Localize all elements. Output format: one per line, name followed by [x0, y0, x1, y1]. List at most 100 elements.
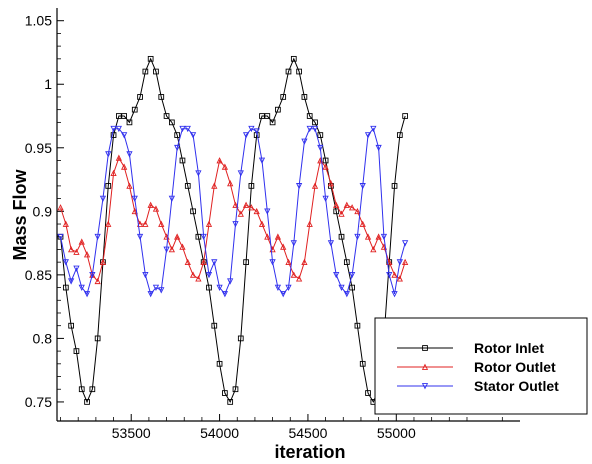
data-point-rotor-outlet: [301, 258, 308, 266]
data-point-stator-outlet: [370, 125, 377, 133]
data-point-stator-outlet: [264, 208, 271, 215]
data-point-rotor-outlet: [62, 220, 69, 227]
data-point-stator-outlet: [115, 125, 122, 133]
data-point-rotor-inlet: [179, 157, 186, 164]
data-point-rotor-inlet: [158, 94, 165, 100]
data-point-rotor-inlet: [206, 284, 212, 291]
data-point-stator-outlet: [306, 125, 313, 133]
data-point-rotor-inlet: [110, 132, 117, 138]
series-rotor-outlet: [57, 154, 409, 285]
data-point-rotor-outlet: [211, 182, 218, 189]
data-point-rotor-inlet: [290, 55, 297, 62]
y-tick-label: 0.85: [25, 267, 52, 283]
data-point-rotor-inlet: [89, 386, 96, 393]
data-point-rotor-inlet: [94, 335, 101, 342]
data-point-rotor-inlet: [227, 399, 234, 405]
data-point-rotor-inlet: [163, 113, 170, 119]
data-point-stator-outlet: [242, 132, 250, 139]
data-point-stator-outlet: [158, 287, 165, 294]
data-point-rotor-inlet: [269, 119, 276, 126]
data-point-rotor-inlet: [137, 94, 143, 100]
data-point-stator-outlet: [269, 259, 276, 266]
data-point-rotor-outlet: [274, 233, 282, 240]
data-point-rotor-outlet: [78, 238, 85, 245]
data-point-stator-outlet: [322, 195, 329, 203]
data-point-stator-outlet: [89, 272, 96, 279]
data-point-stator-outlet: [253, 128, 260, 135]
data-point-rotor-outlet: [110, 169, 117, 177]
data-point-stator-outlet: [110, 125, 117, 133]
data-point-rotor-outlet: [264, 233, 271, 240]
data-point-rotor-inlet: [402, 113, 408, 119]
data-point-stator-outlet: [396, 259, 403, 266]
data-point-rotor-outlet: [375, 233, 382, 240]
data-point-rotor-inlet: [396, 132, 403, 138]
data-point-rotor-inlet: [153, 68, 159, 75]
data-point-stator-outlet: [211, 259, 218, 266]
data-point-stator-outlet: [99, 195, 107, 203]
x-tick-label: 53500: [112, 425, 151, 441]
data-point-rotor-inlet: [73, 348, 80, 354]
data-point-stator-outlet: [391, 291, 398, 298]
data-point-rotor-inlet: [195, 233, 202, 240]
data-point-rotor-inlet: [285, 68, 292, 75]
data-point-rotor-outlet: [295, 275, 303, 282]
data-point-rotor-inlet: [354, 322, 361, 329]
data-point-stator-outlet: [62, 259, 69, 266]
data-point-rotor-outlet: [216, 157, 223, 164]
x-axis-label: iteration: [274, 442, 345, 462]
data-point-rotor-outlet: [152, 205, 160, 212]
legend-marker-rotor-inlet: [422, 345, 428, 351]
data-point-rotor-inlet: [306, 113, 313, 119]
x-tick-label: 54000: [200, 425, 239, 441]
x-tick-label: 54500: [288, 425, 327, 441]
legend-box: [374, 317, 588, 415]
data-point-stator-outlet: [248, 125, 255, 133]
data-point-rotor-outlet: [174, 233, 181, 240]
data-point-rotor-outlet: [205, 220, 213, 227]
data-point-rotor-outlet: [126, 182, 133, 189]
y-tick-label: 0.9: [33, 203, 53, 219]
series-line-stator-outlet: [60, 127, 406, 295]
data-point-rotor-outlet: [83, 251, 91, 258]
data-point-rotor-inlet: [338, 233, 345, 240]
data-point-rotor-outlet: [364, 233, 372, 240]
data-point-stator-outlet: [280, 291, 287, 298]
data-point-rotor-inlet: [322, 157, 329, 164]
data-point-rotor-outlet: [396, 275, 403, 282]
legend: Rotor Inlet Rotor Outlet Stator Outlet: [374, 317, 588, 415]
data-point-rotor-inlet: [243, 259, 249, 266]
data-point-rotor-inlet: [232, 386, 239, 393]
data-point-rotor-outlet: [68, 246, 75, 253]
legend-label-rotor-outlet: Rotor Outlet: [474, 359, 556, 375]
data-point-rotor-outlet: [333, 201, 340, 208]
data-point-rotor-inlet: [391, 183, 398, 189]
series-stator-outlet: [57, 125, 409, 298]
data-point-stator-outlet: [343, 291, 350, 298]
data-point-rotor-inlet: [317, 132, 324, 138]
data-point-rotor-outlet: [94, 277, 101, 285]
data-point-stator-outlet: [78, 284, 85, 291]
legend-label-rotor-inlet: Rotor Inlet: [474, 340, 544, 356]
data-point-rotor-outlet: [237, 210, 244, 217]
legend-label-stator-outlet: Stator Outlet: [474, 378, 559, 394]
data-point-rotor-outlet: [285, 258, 292, 266]
y-tick-label: 1.05: [25, 13, 52, 29]
series-rotor-inlet: [57, 55, 408, 405]
data-point-rotor-inlet: [275, 106, 281, 113]
data-point-stator-outlet: [311, 125, 319, 133]
data-point-stator-outlet: [174, 144, 181, 152]
data-point-rotor-outlet: [280, 243, 287, 250]
data-point-rotor-outlet: [290, 271, 297, 278]
data-point-rotor-inlet: [216, 360, 223, 367]
data-point-stator-outlet: [73, 265, 80, 272]
data-point-rotor-outlet: [115, 154, 122, 161]
data-point-stator-outlet: [68, 278, 75, 285]
data-point-rotor-outlet: [359, 220, 366, 227]
data-point-stator-outlet: [386, 272, 393, 279]
data-point-stator-outlet: [359, 183, 366, 190]
data-point-stator-outlet: [163, 246, 170, 253]
data-point-stator-outlet: [195, 170, 202, 177]
data-point-rotor-inlet: [126, 119, 133, 126]
data-point-rotor-outlet: [327, 179, 335, 187]
